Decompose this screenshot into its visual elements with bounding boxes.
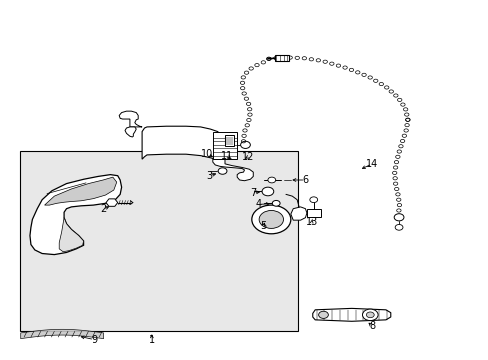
Text: 4: 4 (255, 199, 261, 210)
Circle shape (259, 211, 283, 228)
Text: 13: 13 (305, 217, 317, 227)
Circle shape (309, 197, 317, 203)
Polygon shape (106, 199, 118, 206)
Circle shape (218, 168, 226, 174)
Circle shape (318, 311, 328, 319)
Polygon shape (290, 207, 306, 220)
Polygon shape (212, 159, 253, 181)
Circle shape (362, 309, 377, 320)
Text: 6: 6 (302, 175, 308, 185)
Polygon shape (312, 309, 390, 321)
Circle shape (394, 225, 402, 230)
Text: 11: 11 (221, 150, 233, 161)
Text: 2: 2 (100, 204, 106, 215)
Bar (275, 55, 288, 61)
Polygon shape (142, 126, 229, 159)
Text: 3: 3 (206, 171, 212, 181)
Text: 8: 8 (368, 321, 375, 331)
Bar (20, 151, 298, 330)
Circle shape (240, 141, 250, 148)
Text: 1: 1 (148, 334, 155, 345)
Polygon shape (44, 177, 117, 205)
Text: 7: 7 (250, 188, 256, 198)
Text: 10: 10 (201, 149, 213, 159)
Bar (306, 210, 320, 217)
Circle shape (393, 214, 403, 221)
Circle shape (366, 312, 373, 318)
Polygon shape (119, 111, 142, 127)
Text: 9: 9 (91, 334, 97, 345)
Circle shape (262, 187, 273, 196)
Text: 12: 12 (242, 152, 254, 162)
Polygon shape (125, 127, 136, 137)
Circle shape (267, 177, 275, 183)
Bar (224, 135, 233, 145)
Text: 5: 5 (260, 221, 265, 231)
Polygon shape (59, 218, 83, 252)
Circle shape (251, 205, 290, 234)
Bar (212, 132, 237, 159)
Polygon shape (30, 175, 122, 255)
Circle shape (272, 201, 280, 206)
Text: 14: 14 (366, 159, 378, 169)
